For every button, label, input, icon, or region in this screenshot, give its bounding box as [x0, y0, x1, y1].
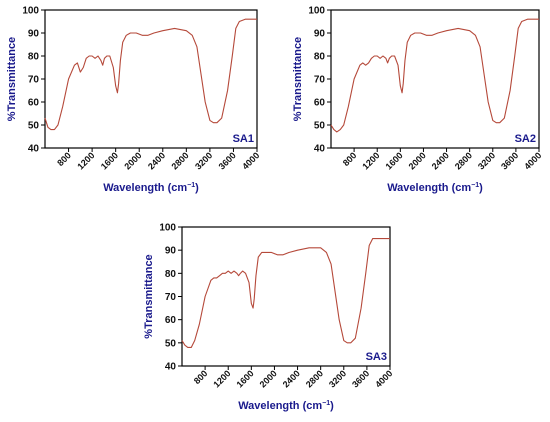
y-tick-label: 40	[314, 144, 326, 155]
x-tick-label: 2400	[430, 150, 451, 171]
x-axis-label: Wavelength (cm−1)	[103, 182, 199, 194]
x-axis-label: Wavelength (cm−1)	[238, 400, 334, 412]
x-tick-label: 4000	[522, 150, 543, 171]
x-tick-label: 3200	[476, 150, 497, 171]
plot-frame	[330, 9, 540, 149]
y-tick-label: 90	[314, 29, 326, 40]
y-tick-label: 80	[28, 52, 40, 63]
x-tick-label: 2400	[281, 368, 302, 389]
x-tick-label: 3600	[350, 368, 371, 389]
chart-panel-sa3: 40 50 60 70 80 90 100 800 1200 1600 2000 2400 2800 32…	[143, 223, 394, 413]
y-tick-label: 90	[28, 29, 40, 40]
plot-frame	[181, 226, 391, 367]
y-axis-label: %Transmittance	[143, 254, 155, 338]
y-tick-label: 60	[314, 98, 326, 109]
x-tick-label: 1200	[75, 150, 96, 171]
x-tick-label: 2800	[453, 150, 474, 171]
y-tick-label: 90	[165, 246, 177, 257]
y-axis-label: %Transmittance	[292, 37, 304, 121]
x-tick-label: 2800	[170, 150, 191, 171]
x-tick-label: 1200	[211, 368, 232, 389]
panel-label: SA2	[515, 133, 536, 145]
x-tick-label: 4000	[373, 368, 394, 389]
x-tick-label: 3600	[217, 150, 238, 171]
y-tick-label: 50	[165, 338, 177, 349]
x-tick-label: 800	[341, 150, 359, 168]
y-tick-label: 70	[165, 292, 177, 303]
x-tick-label: 3200	[327, 368, 348, 389]
y-tick-label: 50	[28, 121, 40, 132]
x-tick-label: 1200	[360, 150, 381, 171]
y-tick-label: 50	[314, 121, 326, 132]
x-tick-label: 2000	[258, 368, 279, 389]
x-tick-label: 1600	[235, 368, 256, 389]
y-axis-label: %Transmittance	[6, 37, 18, 121]
x-tick-label: 2800	[304, 368, 325, 389]
x-tick-label: 1600	[99, 150, 120, 171]
chart-panel-sa2: 40 50 60 70 80 90 100 800 1200 1600 2000 2400 2800 32…	[292, 6, 543, 195]
y-tick-label: 70	[314, 75, 326, 86]
x-axis-label: Wavelength (cm−1)	[387, 182, 483, 194]
series-line-sa3	[181, 238, 390, 349]
y-tick-label: 70	[28, 75, 40, 86]
series-line-sa1	[44, 18, 257, 131]
x-tick-label: 1600	[384, 150, 405, 171]
panel-label: SA1	[233, 133, 254, 145]
y-tick-label: 60	[165, 315, 177, 326]
x-tick-label: 800	[55, 150, 73, 168]
y-tick-label: 40	[28, 144, 40, 155]
y-tick-label: 40	[165, 362, 177, 373]
y-tick-label: 100	[22, 6, 39, 17]
y-tick-label: 80	[314, 52, 326, 63]
y-tick-label: 60	[28, 98, 40, 109]
y-tick-label: 80	[165, 269, 177, 280]
y-tick-label: 100	[159, 223, 176, 234]
x-tick-label: 2400	[146, 150, 167, 171]
plot-frame	[44, 9, 258, 149]
x-tick-label: 3600	[499, 150, 520, 171]
x-tick-label: 2000	[122, 150, 143, 171]
panel-label: SA3	[366, 351, 387, 363]
x-tick-label: 2000	[407, 150, 428, 171]
x-tick-label: 800	[192, 368, 210, 386]
y-tick-label: 100	[308, 6, 325, 17]
x-tick-label: 4000	[240, 150, 261, 171]
series-line-sa2	[330, 18, 539, 133]
x-tick-label: 3200	[193, 150, 214, 171]
chart-panel-sa1: 40 50 60 70 80 90 100 800 1200 1600 2000 2400 2800 32…	[6, 6, 261, 195]
